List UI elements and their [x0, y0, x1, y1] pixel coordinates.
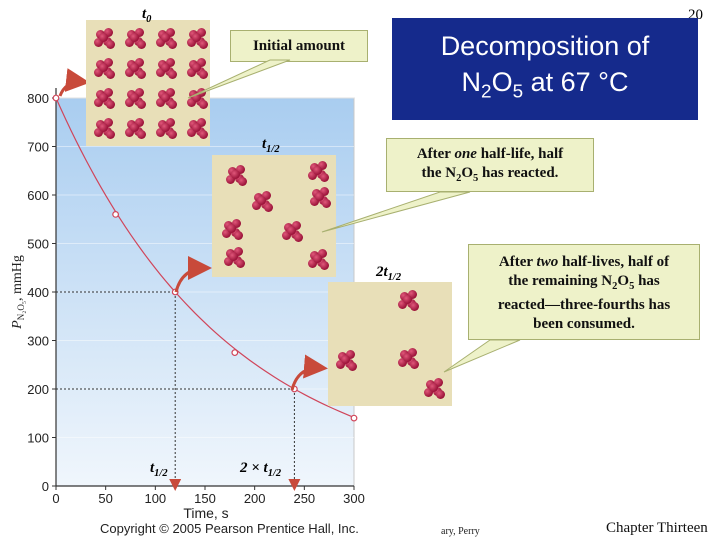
molecule-icon — [185, 26, 209, 50]
callout-two-half-lives: After two half-lives, half of the remain… — [468, 244, 700, 340]
footer-copyright: Copyright © 2005 Pearson Prentice Hall, … — [100, 521, 359, 536]
molecule-icon — [92, 116, 116, 140]
label-t-half: t1/2 — [262, 136, 280, 155]
molecule-icon — [154, 86, 178, 110]
molecule-icon — [154, 56, 178, 80]
y-tick-label: 400 — [27, 285, 49, 300]
slide-title: Decomposition of N2O5 at 67 °C — [392, 18, 698, 120]
x-tick-label: 200 — [244, 491, 266, 506]
callout-one-half-life: After one half-life, half the N2O5 has r… — [386, 138, 594, 192]
molecule-icon — [154, 26, 178, 50]
x-tick-label: 0 — [52, 491, 59, 506]
y-tick-label: 800 — [27, 91, 49, 106]
arrow-to-panel-t0 — [58, 68, 90, 97]
data-point-4 — [231, 349, 239, 357]
data-point-1 — [52, 94, 60, 102]
arrow-to-panel-t212 — [290, 354, 328, 391]
y-tick-label: 700 — [27, 140, 49, 155]
data-point-2 — [112, 210, 119, 218]
molecule-icon — [334, 348, 358, 372]
molecule-icon — [224, 163, 248, 187]
x-tick-label: 100 — [144, 491, 166, 506]
decay-curve — [55, 97, 355, 418]
y-axis-label: PN₂O₅, mmHg — [10, 255, 26, 330]
title-line-2: N2O5 at 67 °C — [461, 66, 629, 103]
x-tick-label: 50 — [98, 491, 112, 506]
label-two-t-half: 2t1/2 — [376, 264, 402, 283]
molecule-panel-t212 — [328, 282, 452, 406]
x-tick-label: 150 — [194, 491, 216, 506]
x-axis-label: Time, s — [183, 505, 228, 521]
molecule-icon — [306, 159, 330, 183]
x-tick-label: 250 — [293, 491, 315, 506]
x-tick-label: 300 — [343, 491, 365, 506]
y-tick-label: 300 — [27, 334, 49, 349]
molecule-icon — [422, 376, 446, 400]
callout-initial-amount: Initial amount — [230, 30, 368, 62]
molecule-icon — [396, 346, 420, 370]
arrow-to-panel-t12 — [174, 256, 212, 293]
axis-annotation-t-half: t1/2 — [150, 460, 168, 479]
molecule-icon — [308, 185, 332, 209]
data-point-6 — [350, 414, 358, 422]
y-tick-label: 500 — [27, 237, 49, 252]
axis-annotation-two-t-half: 2 × t1/2 — [240, 460, 282, 479]
molecule-panel-t0 — [86, 20, 210, 146]
footer-chapter: Chapter Thirteen — [606, 520, 708, 536]
molecule-icon — [123, 116, 147, 140]
molecule-icon — [185, 56, 209, 80]
molecule-icon — [185, 116, 209, 140]
molecule-icon — [280, 219, 304, 243]
label-t0: t0 — [142, 6, 152, 25]
molecule-icon — [123, 86, 147, 110]
y-tick-label: 100 — [27, 431, 49, 446]
footer-author: ary, Perry — [441, 526, 480, 537]
molecule-icon — [185, 86, 209, 110]
molecule-icon — [92, 26, 116, 50]
molecule-icon — [92, 56, 116, 80]
molecule-icon — [250, 189, 274, 213]
y-tick-label: 600 — [27, 188, 49, 203]
molecule-icon — [154, 116, 178, 140]
molecule-icon — [220, 217, 244, 241]
molecule-icon — [123, 26, 147, 50]
svg-text:PN₂O₅, mmHg: PN₂O₅, mmHg — [10, 255, 26, 330]
molecule-icon — [123, 56, 147, 80]
molecule-icon — [306, 247, 330, 271]
molecule-panel-t12 — [212, 155, 336, 277]
y-tick-label: 0 — [42, 479, 49, 494]
y-tick-label: 200 — [27, 382, 49, 397]
molecule-icon — [222, 245, 246, 269]
title-line-1: Decomposition of — [440, 30, 650, 61]
molecule-icon — [396, 288, 420, 312]
molecule-icon — [92, 86, 116, 110]
